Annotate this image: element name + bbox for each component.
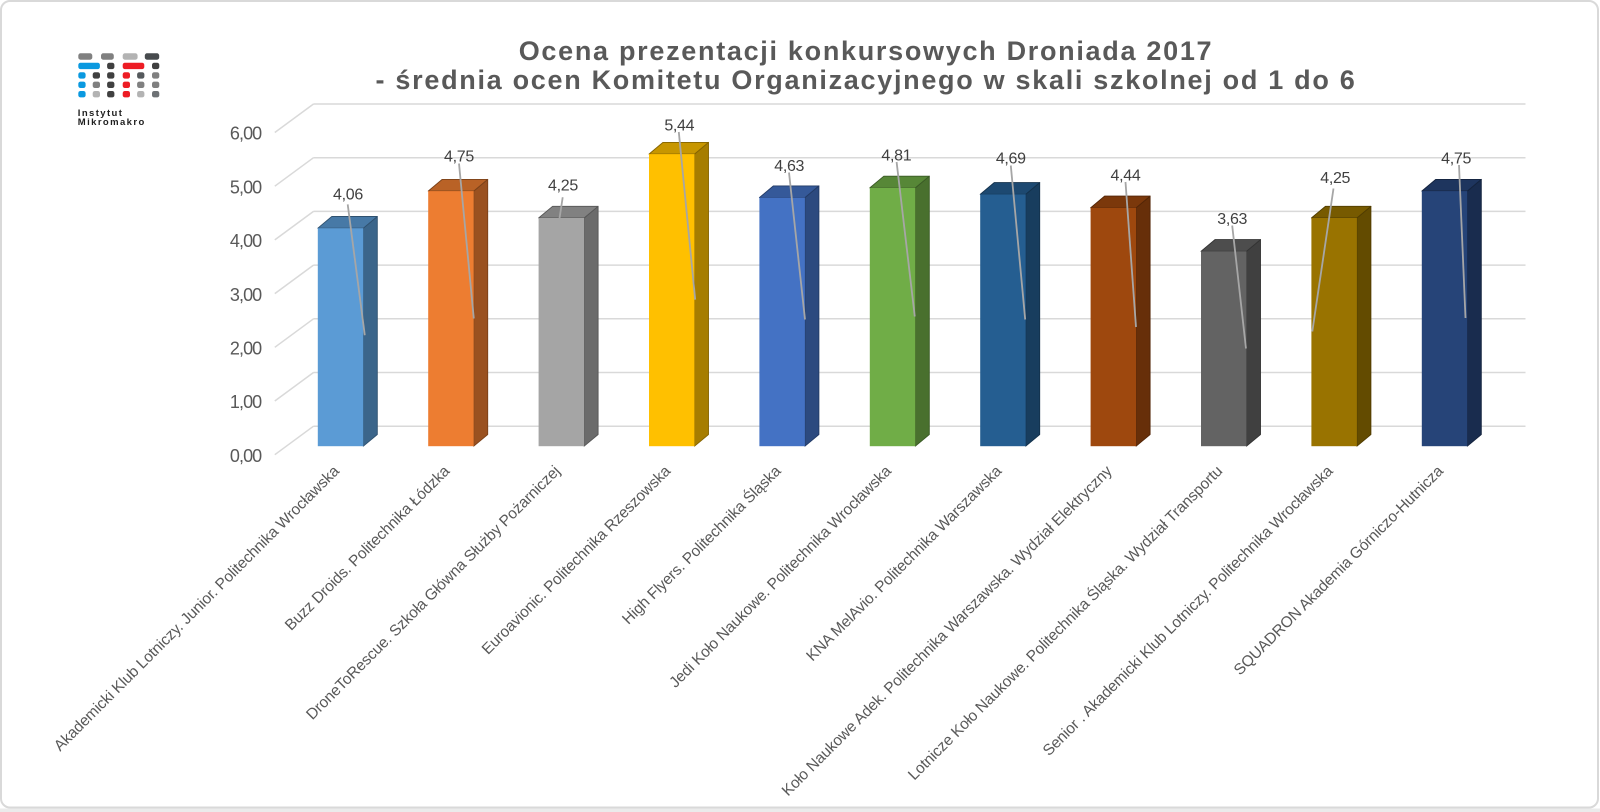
svg-text:2,00: 2,00 xyxy=(230,339,262,359)
svg-text:4,25: 4,25 xyxy=(1320,170,1350,187)
svg-text:Ocena prezentacji konkursowych: Ocena prezentacji konkursowych Droniada … xyxy=(519,36,1214,66)
svg-text:3,00: 3,00 xyxy=(230,285,262,305)
svg-text:4,44: 4,44 xyxy=(1111,168,1141,185)
svg-text:4,06: 4,06 xyxy=(333,186,363,203)
svg-text:5,00: 5,00 xyxy=(230,177,262,197)
svg-text:- średnia ocen Komitetu Organi: - średnia ocen Komitetu Organizacyjnego … xyxy=(376,65,1357,95)
svg-text:Instytut: Instytut xyxy=(78,108,124,119)
svg-text:4,63: 4,63 xyxy=(774,158,804,175)
svg-text:4,00: 4,00 xyxy=(230,231,262,251)
svg-text:0,00: 0,00 xyxy=(230,446,262,466)
svg-text:4,75: 4,75 xyxy=(444,149,474,166)
svg-text:4,25: 4,25 xyxy=(548,178,578,195)
svg-text:5,44: 5,44 xyxy=(664,118,694,135)
svg-text:4,69: 4,69 xyxy=(996,151,1026,168)
svg-text:Mikromakro: Mikromakro xyxy=(78,117,146,128)
svg-text:4,75: 4,75 xyxy=(1441,150,1471,167)
svg-text:6,00: 6,00 xyxy=(230,124,262,144)
svg-text:1,00: 1,00 xyxy=(230,392,262,412)
svg-text:3,63: 3,63 xyxy=(1217,211,1247,228)
svg-text:4,81: 4,81 xyxy=(881,147,911,164)
